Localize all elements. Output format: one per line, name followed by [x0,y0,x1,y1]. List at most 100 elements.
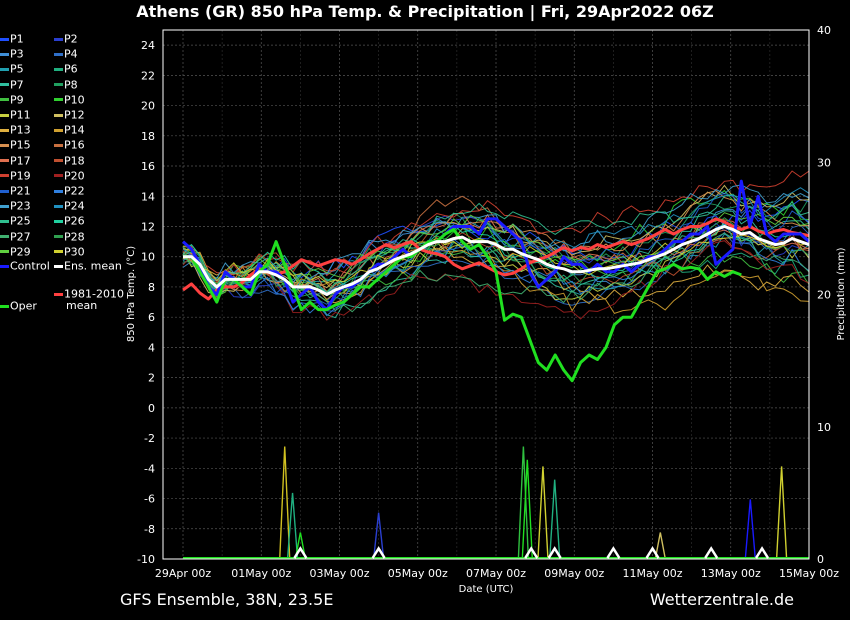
legend-swatch [54,83,63,87]
legend-label: Ens. mean [64,259,122,273]
y-tick-label: 12 [141,220,155,233]
legend-item-p3: P3 [0,47,24,61]
legend-label: P14 [64,123,85,137]
member-line-p7 [182,210,810,319]
precip-mean-bump [645,546,660,559]
x-tick-label: 03May 00z [309,567,369,580]
legend-label: P24 [64,199,85,213]
series-line-control [182,179,810,312]
precip-mean-bump [704,546,719,559]
legend-item-p28: P28 [54,230,85,243]
legend-swatch [0,98,9,102]
x-tick-label: 07May 00z [466,567,526,580]
legend-label-line2: mean [66,298,98,312]
y-tick-label: -6 [144,493,155,506]
legend-item-p12: P12 [54,108,85,122]
y-tick-label: -10 [137,553,155,566]
legend-swatch [54,128,63,132]
y-tick-label: 10 [141,251,155,264]
legend-item-p9: P9 [0,93,24,107]
site-credit: Wetterzentrale.de [649,590,794,609]
legend-swatch [54,174,63,178]
x-tick-label: 13May 00z [701,567,761,580]
series-line-ens-mean [183,225,810,296]
precip-mean-bump [547,546,562,559]
legend-swatch [54,113,63,117]
legend-label: P4 [64,47,78,61]
legend-label: P3 [10,47,24,61]
legend-label: P16 [64,138,85,152]
legend-swatch [54,67,63,71]
legend-label: P27 [10,230,31,244]
x-axis-label: Date (UTC) [459,584,514,595]
legend-swatch [0,159,9,163]
y2-tick-label: 40 [817,24,831,37]
legend-swatch [0,174,9,178]
y-tick-label: -2 [144,432,155,445]
legend-swatch [54,235,63,239]
precip-spike [744,499,757,560]
y-axis-label: 850 hPa Temp. (°C) [126,246,137,342]
y-tick-label: 22 [141,69,155,82]
legend-label: P26 [64,214,85,228]
legend-item-p7: P7 [0,78,24,92]
legend-label: Oper [10,299,37,313]
legend-label: P8 [64,78,78,92]
precip-spike [372,512,385,560]
legend-swatch [0,189,9,193]
legend-label: P7 [10,78,24,92]
legend-swatch [54,37,63,41]
legend-item-p14: P14 [54,123,85,137]
legend-swatch [0,37,9,41]
legend-label: P15 [10,138,31,152]
member-line-p8 [182,197,810,286]
precip-spike [294,532,307,560]
precip-mean-bump [524,546,539,559]
precip-spike [775,466,788,560]
precip-mean-bump [371,546,386,559]
legend-swatch [54,204,63,208]
legend-item-p11: P11 [0,108,31,122]
precip-mean-bump [606,546,621,559]
y-tick-label: 20 [141,100,155,113]
legend-swatch [54,143,63,147]
y-tick-label: -8 [144,523,155,536]
legend-label: P17 [10,154,31,168]
chart-grid [163,30,810,560]
legend-swatch [0,67,9,71]
legend-swatch [0,264,9,268]
y-tick-label: 8 [148,281,155,294]
legend-item-p25: P25 [0,214,31,228]
legend-item-p10: P10 [54,93,85,106]
series-line-oper [183,228,742,383]
precip-spike [654,532,667,560]
legend-item-p15: P15 [0,138,31,152]
y-tick-label: 14 [141,190,155,203]
y-tick-label: 16 [141,160,155,173]
y-tick-label: 0 [148,402,155,415]
member-line-p12 [182,184,810,296]
legend-swatch [0,128,9,132]
legend-label: P23 [10,199,31,213]
legend-label: P18 [64,154,85,168]
x-tick-label: 05May 00z [388,567,448,580]
legend-label: P9 [10,93,24,107]
legend-item-p23: P23 [0,199,31,213]
legend-item-p30: P30 [54,245,85,258]
precip-spike [537,466,549,560]
legend-item-p18: P18 [54,154,85,168]
chart-title: Athens (GR) 850 hPa Temp. & Precipitatio… [136,2,714,21]
legend-swatch [54,189,63,193]
x-axis-ticks: 29Apr 00z 01May 00z 03May 00z 05May 00z 07Ma… [155,567,839,580]
legend-label: P11 [10,108,31,122]
legend-item-ens-mean: Ens. mean [54,259,122,273]
legend-label: P22 [64,184,85,198]
legend-swatch [0,113,9,117]
y-tick-label: 4 [148,341,155,354]
legend-swatch [54,264,63,268]
precip-mean-bump [293,546,308,559]
legend-swatch [0,235,9,239]
legend-item-p19: P19 [0,169,31,182]
legend-item-p1: P1 [0,32,24,46]
